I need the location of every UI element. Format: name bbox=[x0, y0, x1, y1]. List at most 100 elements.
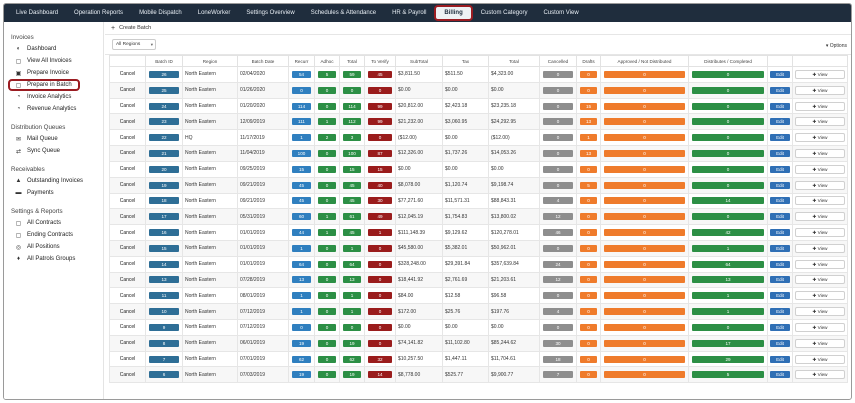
edit-button[interactable]: Edit bbox=[770, 339, 790, 347]
cancel-button[interactable]: Cancel bbox=[109, 66, 146, 83]
sidebar-item-revenue-analytics[interactable]: ◔ Revenue Analytics bbox=[4, 103, 103, 115]
edit-button[interactable]: Edit bbox=[770, 229, 790, 237]
view-button[interactable]: ✚ View bbox=[795, 212, 845, 222]
cancel-button[interactable]: Cancel bbox=[109, 366, 146, 384]
view-button[interactable]: ✚ View bbox=[795, 259, 845, 269]
edit-button[interactable]: Edit bbox=[770, 371, 790, 379]
options-button[interactable]: ▾ Options bbox=[826, 43, 847, 49]
view-button[interactable]: ✚ View bbox=[795, 85, 845, 95]
cancel-button[interactable]: Cancel bbox=[109, 255, 146, 273]
view-button[interactable]: ✚ View bbox=[795, 307, 845, 317]
sidebar-item-all-patrols-groups[interactable]: ♦ All Patrols Groups bbox=[4, 253, 103, 265]
sidebar-item-invoice-analytics[interactable]: ◔ Invoice Analytics bbox=[4, 91, 103, 103]
edit-button[interactable]: Edit bbox=[770, 149, 790, 157]
region-select[interactable]: All Regions ▾ bbox=[112, 39, 156, 50]
view-button[interactable]: ✚ View bbox=[795, 133, 845, 143]
cancel-button[interactable]: Cancel bbox=[109, 97, 146, 115]
adhoc-badge: 0 bbox=[318, 149, 336, 157]
sidebar-item-mail-queue[interactable]: ✉ Mail Queue bbox=[4, 133, 103, 145]
edit-button[interactable]: Edit bbox=[770, 308, 790, 316]
cancel-button[interactable]: Cancel bbox=[109, 192, 146, 210]
sidebar-item-label: All Positions bbox=[27, 244, 60, 250]
sidebar-item-ending-contracts[interactable]: ▢ Ending Contracts bbox=[4, 229, 103, 241]
view-button[interactable]: ✚ View bbox=[795, 291, 845, 301]
batch-date-cell: 07/28/2019 bbox=[237, 271, 289, 289]
cancel-button[interactable]: Cancel bbox=[109, 350, 146, 368]
sidebar-item-view-all-invoices[interactable]: ▢ View All Invoices bbox=[4, 55, 103, 67]
sidebar-item-prepare-invoice[interactable]: ▣ Prepare Invoice bbox=[4, 67, 103, 79]
tax-cell: $0.00 bbox=[442, 129, 489, 147]
nav-custom-category[interactable]: Custom Category bbox=[480, 10, 528, 16]
cancel-button[interactable]: Cancel bbox=[109, 81, 146, 99]
sidebar-item-all-contracts[interactable]: ▢ All Contracts bbox=[4, 217, 103, 229]
adhoc-badge: 0 bbox=[318, 323, 336, 331]
cancel-button[interactable]: Cancel bbox=[109, 271, 146, 289]
view-label: View bbox=[817, 372, 828, 378]
view-button[interactable]: ✚ View bbox=[795, 228, 845, 238]
edit-button[interactable]: Edit bbox=[770, 260, 790, 268]
edit-button[interactable]: Edit bbox=[770, 181, 790, 189]
edit-button[interactable]: Edit bbox=[770, 276, 790, 284]
edit-button[interactable]: Edit bbox=[770, 292, 790, 300]
sidebar-item-dashboard[interactable]: ◐ Dashboard bbox=[4, 43, 103, 55]
nav-custom-view[interactable]: Custom View bbox=[543, 10, 579, 16]
view-button[interactable]: ✚ View bbox=[795, 180, 845, 190]
nav-operation-reports[interactable]: Operation Reports bbox=[74, 10, 124, 16]
cancel-button[interactable]: Cancel bbox=[109, 160, 146, 178]
view-button[interactable]: ✚ View bbox=[795, 117, 845, 127]
nav-settings-overview[interactable]: Settings Overview bbox=[246, 10, 295, 16]
sidebar-item-sync-queue[interactable]: ⇄ Sync Queue bbox=[4, 145, 103, 157]
cancel-button[interactable]: Cancel bbox=[109, 176, 146, 194]
tax-cell: $1,754.83 bbox=[442, 208, 489, 226]
cancel-button[interactable]: Cancel bbox=[109, 334, 146, 352]
nav-hr-payroll[interactable]: HR & Payroll bbox=[392, 10, 427, 16]
view-button[interactable]: ✚ View bbox=[795, 243, 845, 253]
view-button[interactable]: ✚ View bbox=[795, 354, 845, 364]
edit-button[interactable]: Edit bbox=[770, 323, 790, 331]
nav-billing[interactable]: Billing bbox=[434, 5, 473, 21]
edit-button[interactable]: Edit bbox=[770, 355, 790, 363]
sidebar-item-payments[interactable]: ▬ Payments bbox=[4, 187, 103, 199]
adhoc-cell: 1 bbox=[314, 208, 340, 226]
create-batch-button[interactable]: + Create Batch bbox=[105, 22, 851, 35]
sidebar-item-all-positions[interactable]: ◎ All Positions bbox=[4, 241, 103, 253]
edit-button[interactable]: Edit bbox=[770, 118, 790, 126]
cancel-button[interactable]: Cancel bbox=[109, 145, 146, 162]
tax-cell: $2,423.18 bbox=[442, 97, 489, 115]
edit-button[interactable]: Edit bbox=[770, 70, 790, 78]
nav-schedules-attendance[interactable]: Schedules & Attendance bbox=[310, 10, 377, 16]
view-button[interactable]: ✚ View bbox=[795, 275, 845, 285]
view-button[interactable]: ✚ View bbox=[795, 196, 845, 206]
view-button[interactable]: ✚ View bbox=[795, 338, 845, 348]
edit-button[interactable]: Edit bbox=[770, 102, 790, 110]
grand-total-cell: $9,198.74 bbox=[488, 176, 540, 194]
drafts-cell: 13 bbox=[576, 113, 601, 131]
nav-loneworker[interactable]: LoneWorker bbox=[197, 10, 231, 16]
nav-live-dashboard[interactable]: Live Dashboard bbox=[16, 10, 59, 16]
cancel-button[interactable]: Cancel bbox=[109, 208, 146, 226]
distributed-badge: 0 bbox=[692, 134, 764, 142]
cancel-button[interactable]: Cancel bbox=[109, 303, 146, 320]
cancelled-cell: 0 bbox=[539, 129, 577, 147]
edit-button[interactable]: Edit bbox=[770, 197, 790, 205]
view-button[interactable]: ✚ View bbox=[795, 322, 845, 332]
cancel-button[interactable]: Cancel bbox=[109, 113, 146, 131]
cancel-button[interactable]: Cancel bbox=[109, 239, 146, 257]
sidebar-item-prepare-in-batch[interactable]: ▢ Prepare in Batch bbox=[8, 79, 80, 91]
view-button[interactable]: ✚ View bbox=[795, 148, 845, 158]
cancel-button[interactable]: Cancel bbox=[109, 129, 146, 147]
view-button[interactable]: ✚ View bbox=[795, 370, 845, 380]
edit-button[interactable]: Edit bbox=[770, 134, 790, 142]
edit-button[interactable]: Edit bbox=[770, 213, 790, 221]
edit-button[interactable]: Edit bbox=[770, 165, 790, 173]
cancel-button[interactable]: Cancel bbox=[109, 319, 146, 336]
edit-button[interactable]: Edit bbox=[770, 244, 790, 252]
view-button[interactable]: ✚ View bbox=[795, 164, 845, 174]
edit-button[interactable]: Edit bbox=[770, 86, 790, 94]
nav-mobile-dispatch[interactable]: Mobile Dispatch bbox=[139, 10, 182, 16]
view-button[interactable]: ✚ View bbox=[795, 101, 845, 111]
view-button[interactable]: ✚ View bbox=[795, 69, 845, 79]
cancel-button[interactable]: Cancel bbox=[109, 224, 146, 241]
sidebar-item-outstanding-invoices[interactable]: ▲ Outstanding Invoices bbox=[4, 175, 103, 187]
cancel-button[interactable]: Cancel bbox=[109, 287, 146, 305]
